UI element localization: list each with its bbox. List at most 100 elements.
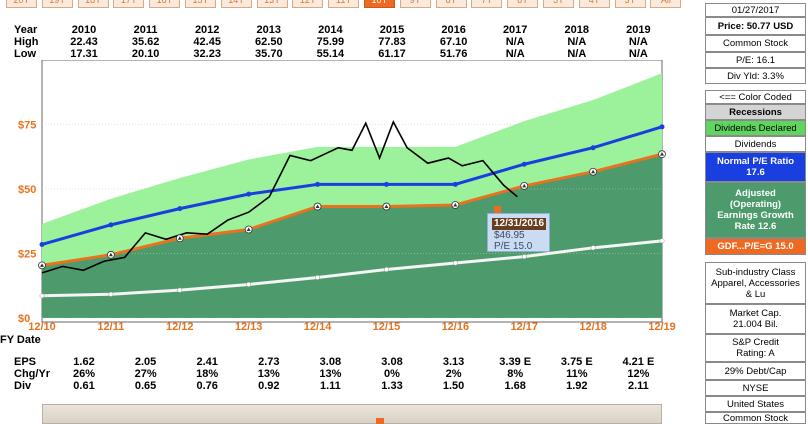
tab-8y[interactable]: 8Y bbox=[435, 0, 467, 8]
eps-value: 3.39 E bbox=[499, 356, 532, 368]
tab-15y[interactable]: 15Y bbox=[185, 0, 216, 8]
eps-value: 2.41 bbox=[196, 356, 218, 368]
div-value: 1.33 bbox=[381, 380, 403, 392]
year-row: Year 2010 2011 2012 2013 2014 2015 2016 2017 201… bbox=[0, 24, 700, 36]
low-value: 17.31 bbox=[70, 48, 98, 60]
dividend-point bbox=[590, 245, 596, 251]
panel-yield: Div Yld: 3.3% bbox=[705, 68, 806, 84]
year-label: Year bbox=[14, 24, 38, 36]
chg-value: 8% bbox=[507, 368, 524, 380]
low-value: 32.23 bbox=[193, 48, 221, 60]
tab-14y[interactable]: 14Y bbox=[220, 0, 252, 8]
triangle-marker bbox=[40, 263, 44, 267]
low-value: N/A bbox=[628, 48, 648, 60]
tab-10y[interactable]: 10Y bbox=[364, 0, 395, 8]
panel-market-cap: Market Cap. 21.004 Bil. bbox=[705, 304, 806, 334]
dividends-line bbox=[41, 239, 663, 298]
tab-3y[interactable]: 3Y bbox=[614, 0, 646, 8]
tab-17y[interactable]: 17Y bbox=[113, 0, 145, 8]
tooltip-pe: P/E 15.0 bbox=[494, 241, 533, 252]
triangle-marker bbox=[660, 152, 664, 156]
triangle-marker bbox=[384, 204, 389, 209]
dividend-point bbox=[177, 287, 183, 293]
chg-value: 13% bbox=[319, 368, 342, 380]
normal-pe-point bbox=[177, 206, 183, 212]
eps-value: 3.08 bbox=[319, 356, 342, 368]
panel-exchange: NYSE bbox=[705, 380, 806, 396]
x-tick-label: 12/10 bbox=[28, 321, 56, 333]
normal-pe-point bbox=[383, 181, 389, 187]
valuation-band-area bbox=[42, 73, 662, 266]
earnings-line bbox=[41, 152, 663, 267]
year-value: 2011 bbox=[133, 24, 158, 36]
eps-row: EPS 1.62 2.05 2.41 2.73 3.08 3.08 3.13 3.39 E 3.… bbox=[0, 356, 700, 368]
chg-value: 18% bbox=[196, 368, 219, 380]
tab-7y[interactable]: 7Y bbox=[471, 0, 503, 8]
triangle-marker bbox=[453, 202, 458, 207]
high-value: 62.50 bbox=[255, 36, 283, 48]
div-value: 1.92 bbox=[566, 380, 588, 392]
x-tick-label: 12/18 bbox=[579, 321, 607, 333]
y-tick-label: $75 bbox=[18, 120, 36, 132]
tab-all[interactable]: All bbox=[650, 0, 682, 8]
chg-row: Chg/Yr 26% 27% 18% 13% 13% 0% 2% 8% 11% 12% bbox=[0, 368, 700, 380]
tab-16y[interactable]: 16Y bbox=[149, 0, 181, 8]
tab-18y[interactable]: 18Y bbox=[77, 0, 109, 8]
tooltip-marker bbox=[494, 206, 501, 213]
high-value: 35.62 bbox=[131, 36, 160, 48]
tab-11y[interactable]: 11Y bbox=[328, 0, 360, 8]
tab-6y[interactable]: 6Y bbox=[507, 0, 539, 8]
div-value: 0.61 bbox=[73, 380, 95, 392]
low-label: Low bbox=[14, 48, 36, 60]
eps-value: 2.73 bbox=[258, 356, 280, 368]
div-value: 0.76 bbox=[196, 380, 218, 392]
tab-4y[interactable]: 4Y bbox=[578, 0, 610, 8]
normal-pe-point bbox=[659, 124, 665, 130]
dividend-point bbox=[521, 254, 527, 260]
legend-gdf[interactable]: GDF...P/E=G 15.0 bbox=[705, 238, 806, 255]
low-value: N/A bbox=[505, 48, 525, 60]
div-value: 1.50 bbox=[442, 380, 465, 392]
triangle-marker bbox=[591, 169, 596, 174]
period-tabs: 20Y 19Y 18Y 17Y 16Y 15Y 14Y 13Y 12Y 11Y 10Y 9Y 8Y 7Y 6… bbox=[0, 0, 702, 8]
scroller-handle[interactable] bbox=[376, 418, 384, 424]
panel-price: Price: 50.77 USD bbox=[705, 17, 806, 35]
eps-value: 2.05 bbox=[134, 356, 157, 368]
fiscal-year-table: FY Date EPS 1.62 2.05 2.41 2.73 3.08 3.08 3.13… bbox=[0, 334, 700, 394]
tab-13y[interactable]: 13Y bbox=[256, 0, 288, 8]
low-row: Low 17.31 20.10 32.23 35.70 55.14 61.17 51.76 N… bbox=[0, 48, 700, 60]
low-value: N/A bbox=[567, 48, 587, 60]
tab-9y[interactable]: 9Y bbox=[399, 0, 431, 8]
div-value: 1.68 bbox=[504, 380, 526, 392]
time-range-scroller[interactable] bbox=[42, 404, 662, 424]
chg-value: 2% bbox=[445, 368, 462, 380]
triangle-marker bbox=[522, 183, 527, 188]
low-value: 20.10 bbox=[131, 48, 160, 60]
tab-12y[interactable]: 12Y bbox=[292, 0, 324, 8]
high-value: N/A bbox=[628, 36, 648, 48]
chg-value: 11% bbox=[566, 368, 588, 380]
x-tick-label: 12/19 bbox=[648, 321, 676, 333]
legend-dividends-declared[interactable]: Dividends Declared bbox=[705, 120, 806, 136]
tab-5y[interactable]: 5Y bbox=[543, 0, 574, 8]
panel-subindustry: Sub-industry Class Apparel, Accessories … bbox=[705, 262, 806, 304]
color-coded-label: <== Color Coded bbox=[705, 90, 806, 104]
normal-pe-point bbox=[315, 181, 321, 187]
tab-20y[interactable]: 20Y bbox=[6, 0, 37, 8]
legend-dividends[interactable]: Dividends bbox=[705, 136, 806, 152]
dividend-point bbox=[108, 291, 114, 297]
price-tooltip: 12/31/2016 $46.95 P/E 15.0 bbox=[487, 213, 550, 252]
price-chart: $0 $25 $50 $75 12/10 12/11 12/12 12/13 12/14 12/… bbox=[18, 60, 676, 333]
year-value: 2010 bbox=[71, 24, 97, 36]
legend-normal-pe[interactable]: Normal P/E Ratio 17.6 bbox=[705, 152, 806, 182]
div-value: 0.65 bbox=[134, 380, 157, 392]
tab-19y[interactable]: 19Y bbox=[41, 0, 73, 8]
year-value: 2018 bbox=[564, 24, 590, 36]
dividend-point bbox=[383, 267, 389, 272]
legend-recessions[interactable]: Recessions bbox=[705, 104, 806, 120]
x-tick-label: 12/14 bbox=[304, 321, 332, 333]
triangle-marker bbox=[177, 236, 182, 240]
eps-value: 1.62 bbox=[73, 356, 95, 368]
legend-adjusted-growth[interactable]: Adjusted (Operating) Earnings Growth Rat… bbox=[705, 182, 806, 238]
